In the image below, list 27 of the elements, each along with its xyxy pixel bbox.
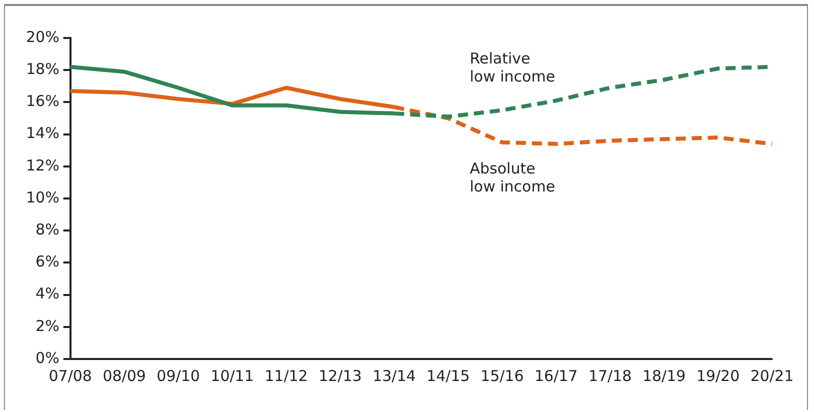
- x-tick-label: 20/21: [750, 366, 794, 385]
- x-tick-label: 17/18: [588, 366, 632, 385]
- y-tick-label: 8%: [36, 220, 60, 238]
- x-tick-label: 18/19: [642, 366, 686, 385]
- x-tick-label: 08/09: [102, 366, 146, 385]
- x-tick-label: 16/17: [534, 366, 578, 385]
- y-tick-label: 18%: [26, 60, 60, 78]
- y-tick-label: 6%: [36, 252, 60, 271]
- y-tick-label: 2%: [36, 316, 60, 335]
- y-tick-label: 20%: [26, 28, 60, 46]
- x-tick-label: 09/10: [156, 366, 200, 385]
- y-tick-label: 12%: [26, 156, 60, 174]
- x-tick-label: 13/14: [372, 366, 416, 385]
- y-tick-label: 16%: [26, 92, 60, 110]
- series-label: Absolute low income: [470, 160, 556, 196]
- series-label: Relative low income: [470, 50, 556, 86]
- y-tick-label: 0%: [36, 348, 60, 367]
- y-tick-label: 14%: [26, 124, 60, 142]
- y-tick-label: 10%: [26, 188, 60, 206]
- x-tick-label: 07/08: [48, 366, 92, 385]
- x-tick-label: 14/15: [426, 366, 470, 385]
- x-tick-label: 15/16: [480, 366, 524, 385]
- x-tick-label: 11/12: [264, 366, 308, 385]
- x-tick-label: 10/11: [210, 366, 254, 385]
- x-tick-label: 12/13: [318, 366, 362, 385]
- x-tick-label: 19/20: [696, 366, 740, 385]
- y-tick-label: 4%: [36, 284, 60, 303]
